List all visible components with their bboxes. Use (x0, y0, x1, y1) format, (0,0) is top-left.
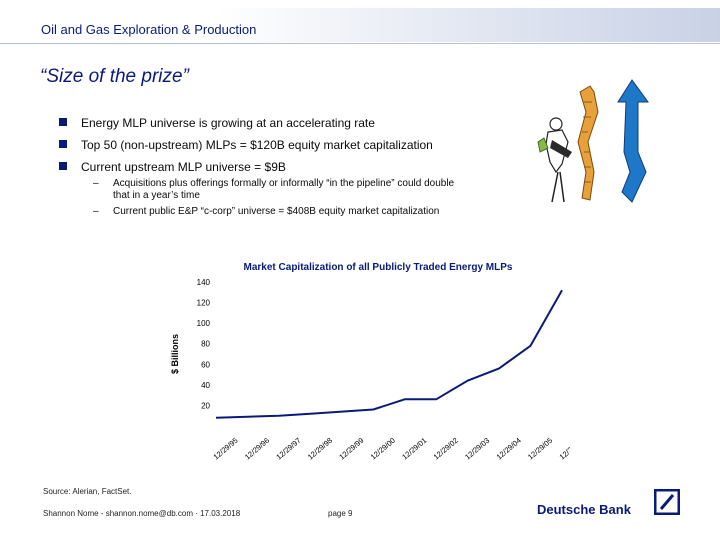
sub-bullet-text: Current public E&P “c-corp” universe = $… (113, 206, 440, 217)
chart-title: Market Capitalization of all Publicly Tr… (244, 262, 513, 273)
x-tick-label: 12/29/03 (463, 436, 491, 462)
x-tick-label: 12/29/01 (400, 436, 428, 462)
slide-title: “Size of the prize” (40, 66, 189, 87)
x-tick-label: 12/29/99 (337, 436, 365, 462)
y-tick-label: 100 (197, 319, 211, 328)
x-tick-label: 12/29/97 (274, 436, 302, 462)
dash-icon: – (93, 178, 99, 189)
x-tick-label: 12/29/95 (212, 436, 240, 462)
y-axis-ticks: 20 40 60 80 100 120 140 (197, 278, 211, 410)
source-note: Source: Alerian, FactSet. (43, 487, 132, 496)
x-tick-label: 12/29/96 (243, 436, 271, 462)
x-tick-label: 12/29/05 (526, 436, 554, 462)
y-tick-label: 20 (201, 401, 210, 410)
header-band (0, 8, 720, 42)
footer-author: Shannon Nome - shannon.nome@db.com · 17.… (43, 509, 241, 518)
x-tick-label: 12/29/06 (558, 436, 570, 462)
y-tick-label: 140 (197, 278, 211, 287)
x-tick-label: 12/29/00 (369, 436, 397, 462)
deutsche-bank-logo-icon (654, 489, 680, 515)
y-tick-label: 40 (201, 381, 210, 390)
page-number: page 9 (328, 509, 353, 518)
chart-ylabel: $ Billions (170, 334, 180, 374)
brand-name: Deutsche Bank (537, 502, 631, 517)
y-tick-label: 60 (201, 360, 210, 369)
bullet-text: Current upstream MLP universe = $9B (81, 160, 286, 174)
growth-clipart-icon (528, 72, 666, 212)
x-tick-label: 12/29/04 (495, 436, 523, 462)
x-tick-label: 12/29/98 (306, 436, 334, 462)
bullet-square-icon (59, 162, 67, 170)
sub-bullet-text: Acquisitions plus offerings formally or … (113, 178, 455, 201)
y-tick-label: 120 (197, 299, 211, 308)
bullet-text: Top 50 (non-upstream) MLPs = $120B equit… (81, 138, 433, 152)
dash-icon: – (93, 206, 99, 217)
header-title: Oil and Gas Exploration & Production (41, 22, 257, 37)
header-divider (0, 43, 720, 44)
x-axis-ticks: 12/29/95 12/29/96 12/29/97 12/29/98 12/29/99… (212, 436, 570, 462)
bullet-text: Energy MLP universe is growing at an acc… (81, 116, 375, 130)
bullet-square-icon (59, 140, 67, 148)
bullet-square-icon (59, 118, 67, 126)
series-line (215, 289, 563, 419)
x-tick-label: 12/29/02 (432, 436, 460, 462)
market-cap-chart: Market Capitalization of all Publicly Tr… (170, 262, 570, 462)
y-tick-label: 80 (201, 340, 210, 349)
